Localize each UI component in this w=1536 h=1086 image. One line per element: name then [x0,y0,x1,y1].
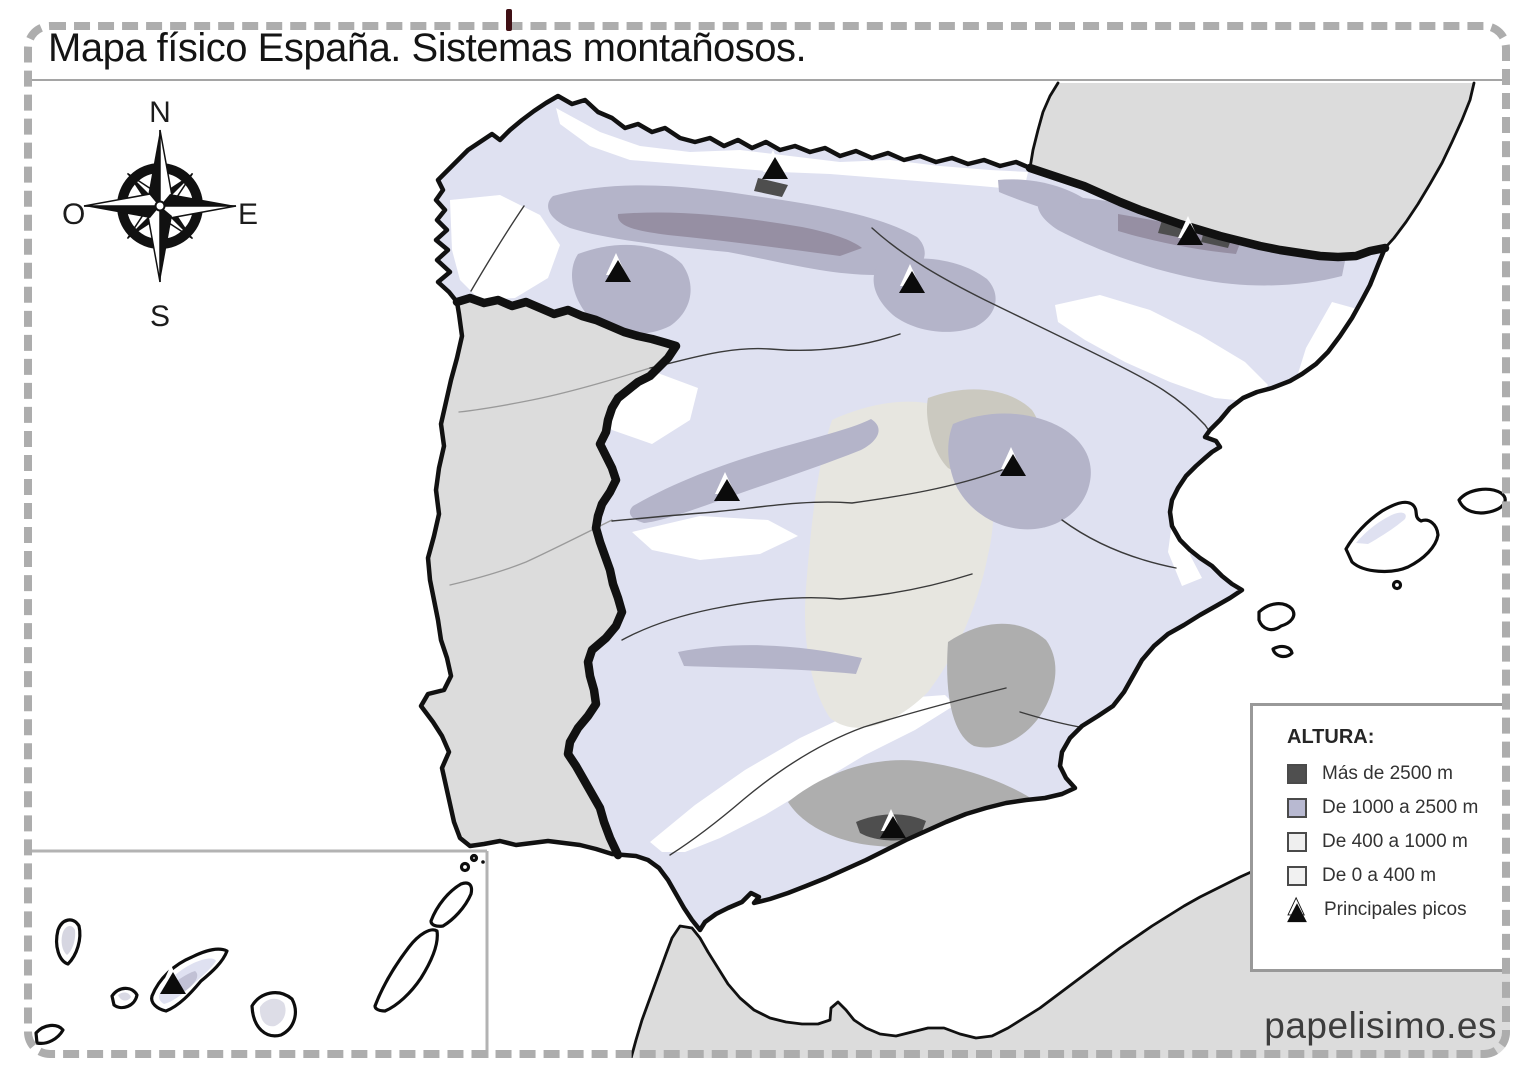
elevation-purple-ranges [548,179,1347,674]
peak-marker [1177,216,1203,245]
legend-item-label: De 1000 a 2500 m [1322,796,1479,818]
peak-marker [1000,447,1026,476]
france-landmass [1028,81,1476,257]
peak-marker [762,150,788,179]
elevation-legend: ALTURA: Más de 2500 m De 1000 a 2500 m De … [1250,703,1510,972]
legend-item-label: Más de 2500 m [1322,762,1453,784]
compass-south-label: S [149,300,171,333]
map-area: Mapa físico España. Sistemas montañosos.… [24,22,1510,1058]
legend-item-label: De 0 a 400 m [1322,864,1437,886]
compass-rose-icon [83,129,237,283]
legend-item: Más de 2500 m [1287,763,1510,784]
country-borders [452,163,1390,860]
physical-map-svg [28,81,1510,1058]
peak-marker [605,253,631,282]
legend-swatch [1287,831,1307,852]
legend-item-label: De 400 a 1000 m [1322,830,1468,852]
ink-mark [506,9,512,31]
legend-title: ALTURA: [1287,726,1375,748]
elevation-lowlands [450,108,1368,852]
compass-west-label: O [62,198,86,231]
legend-rows: Más de 2500 m De 1000 a 2500 m De 400 a 10… [1287,763,1510,923]
title-rule [30,79,1510,81]
legend-item-label: Principales picos [1324,898,1467,920]
balearic-islands [1257,487,1507,659]
peaks-layer [160,150,1203,994]
legend-swatch [1287,865,1307,886]
legend-item: De 1000 a 2500 m [1287,797,1510,818]
legend-item: De 400 a 1000 m [1287,831,1510,852]
peak-triangle-icon [1287,896,1307,923]
legend-swatch [1287,797,1307,818]
legend-item: De 0 a 400 m [1287,865,1510,886]
peak-marker [160,965,186,994]
legend-item: Principales picos [1287,896,1510,923]
peak-marker [880,809,906,838]
compass-rose: N S O E [62,96,258,334]
peak-marker [714,472,740,501]
rivers [470,205,1217,856]
legend-swatch [1287,763,1307,784]
compass-north-label: N [149,96,171,129]
peak-marker [899,264,925,293]
page-title: Mapa físico España. Sistemas montañosos. [48,26,807,70]
watermark: papelisimo.es [1264,1005,1497,1046]
compass-east-label: E [237,198,258,231]
